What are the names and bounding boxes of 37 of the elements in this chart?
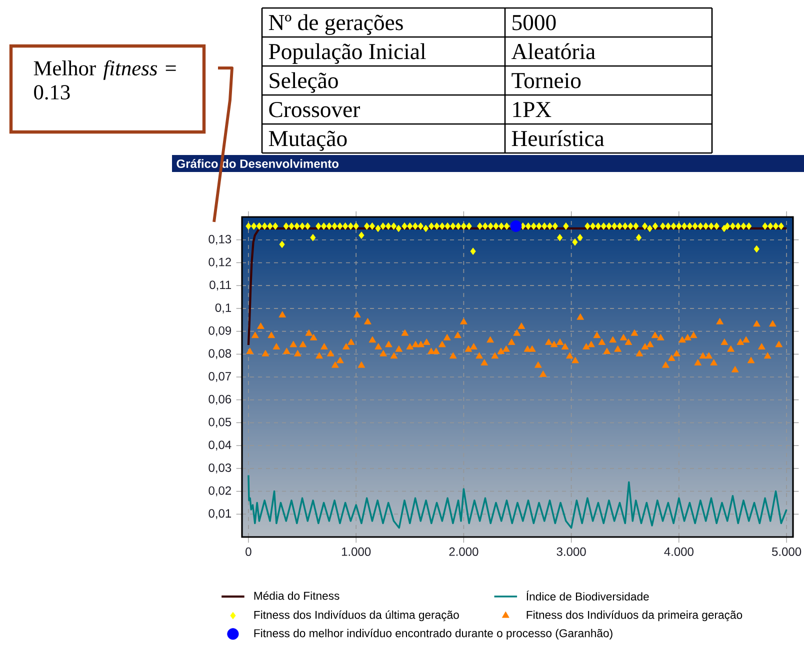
text: Torneio bbox=[512, 72, 581, 88]
x-tick-label: 4.000 bbox=[664, 547, 694, 556]
y-tick-label: 0,11 bbox=[210, 280, 232, 291]
x-tick-label: 1.000 bbox=[342, 547, 371, 556]
x-tick-label: 2.000 bbox=[449, 547, 478, 556]
text: Mutação bbox=[268, 130, 347, 151]
text: Nº de gerações bbox=[268, 14, 403, 35]
legend-label: Fitness do melhor indivíduo encontrado durante o processo (Garanhão) bbox=[254, 628, 612, 640]
legend-label: Índice de Biodiversidade bbox=[526, 590, 649, 601]
line-series bbox=[248, 474, 788, 529]
text: Melhor fitness = 0.13 bbox=[34, 60, 176, 100]
y-tick-label: 0,07 bbox=[208, 372, 231, 382]
text: Aleatória bbox=[512, 43, 596, 60]
text: Heurística bbox=[512, 130, 604, 146]
y-tick-label: 0,1 bbox=[215, 303, 232, 314]
text: 1PX bbox=[513, 102, 552, 117]
legend-label: Média do Fitness bbox=[254, 591, 340, 600]
y-tick-label: 0,09 bbox=[208, 326, 232, 336]
y-tick-label: 0,03 bbox=[208, 463, 232, 474]
y-tick-label: 0,13 bbox=[208, 234, 232, 245]
y-tick-label: 0,04 bbox=[208, 440, 232, 451]
chart-title: Gráfico do Desenvolvimento bbox=[176, 159, 338, 168]
text: População Inicial bbox=[268, 43, 426, 64]
y-tick-label: 0,08 bbox=[208, 349, 232, 360]
legend-label: Fitness dos Indivíduos da última geração bbox=[254, 610, 459, 622]
legend-label: Fitness dos Indivíduos da primeira geração bbox=[526, 610, 742, 622]
y-tick-label: 0,01 bbox=[208, 509, 232, 520]
x-tick-label: 5.000 bbox=[772, 547, 802, 556]
y-tick-label: 0,12 bbox=[208, 258, 231, 268]
text: Seleção bbox=[270, 72, 338, 93]
y-tick-label: 0,05 bbox=[208, 418, 232, 428]
x-tick-label: 3.000 bbox=[556, 547, 586, 556]
text: 5000 bbox=[512, 14, 556, 30]
y-tick-label: 0,06 bbox=[208, 394, 232, 405]
text: Crossover bbox=[269, 102, 360, 118]
x-tick-label: 0 bbox=[246, 547, 252, 556]
y-tick-label: 0,02 bbox=[208, 486, 231, 496]
